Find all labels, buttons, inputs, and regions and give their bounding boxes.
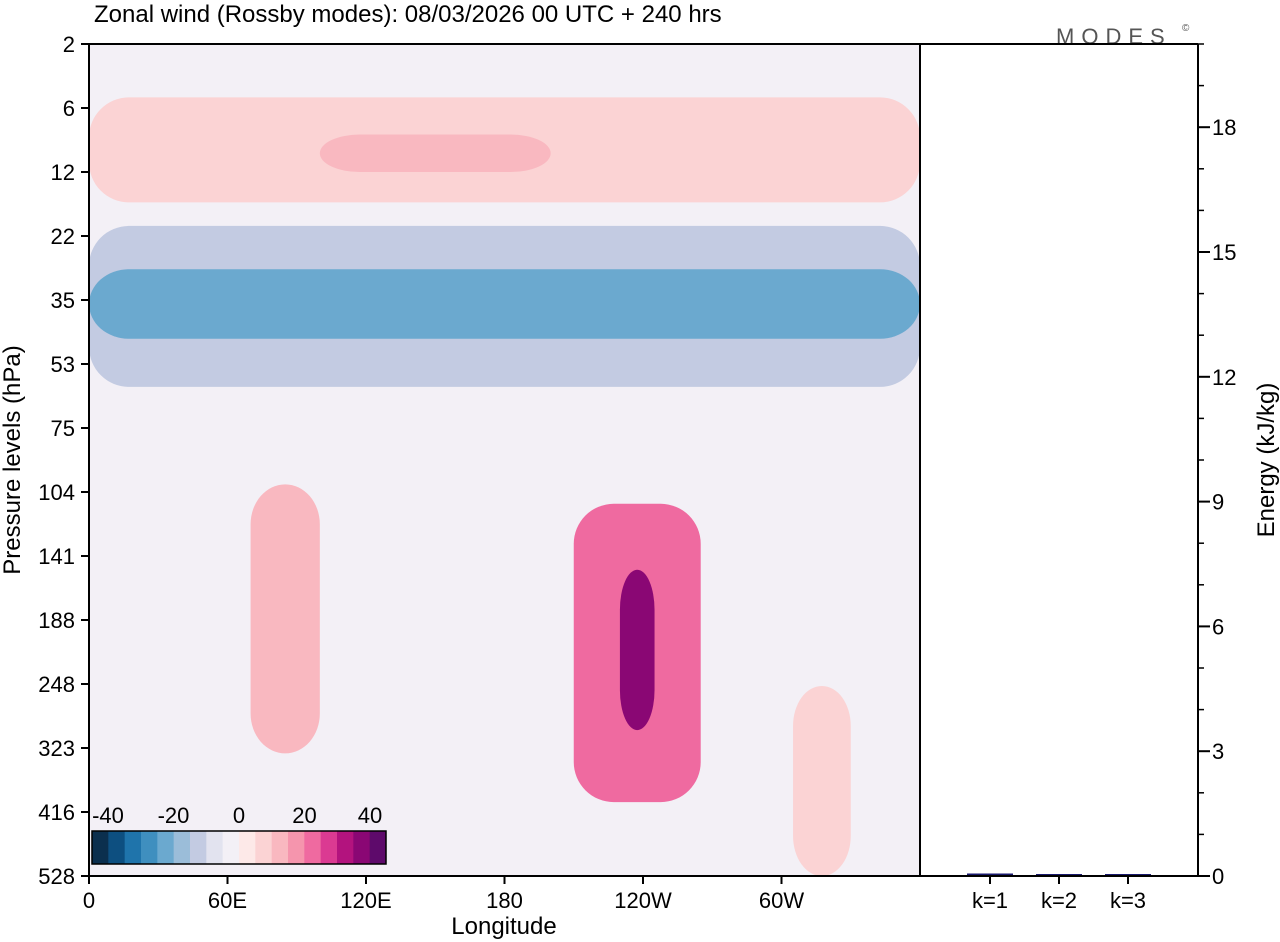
y-axis-label: Pressure levels (hPa) [0, 345, 26, 574]
energy-tick-label: 0 [1212, 864, 1224, 889]
colorbar-swatch [353, 831, 371, 864]
heatmap-cell-5 [250, 484, 320, 754]
colorbar-swatch [157, 831, 175, 864]
x-tick-label: 120E [340, 888, 391, 913]
y-tick-label: 416 [38, 800, 75, 825]
colorbar-tick-label: -20 [158, 803, 190, 828]
x-tick-label: 0 [83, 888, 95, 913]
heatmap-cell-0 [89, 44, 920, 68]
colorbar-tick-label: -40 [92, 803, 124, 828]
colorbar-swatch [108, 831, 126, 864]
heatmap-cell-4 [89, 269, 920, 339]
x-tick-label: 120W [614, 888, 672, 913]
colorbar-swatch [222, 831, 240, 864]
colorbar-swatch [206, 831, 224, 864]
energy-category-label: k=2 [1041, 888, 1077, 913]
heatmap-cell-6 [377, 484, 436, 667]
colorbar-swatch [271, 831, 289, 864]
energy-tick-label: 18 [1212, 115, 1236, 140]
colorbar-swatch [92, 831, 109, 864]
heatmap-x-ticks: 0 60E 120E 180 120W 60W [83, 876, 804, 913]
colorbar-swatch [288, 831, 305, 864]
energy-axis-label: Energy (kJ/kg) [1253, 383, 1280, 538]
heatmap-layer [89, 44, 920, 876]
heatmap-y-ticks: 2 6 12 22 35 53 75 104 141 188 248 323 416 528 [38, 32, 89, 889]
energy-tick-label: 3 [1212, 739, 1224, 764]
colorbar-swatch [190, 831, 207, 864]
energy-tick-label: 6 [1212, 614, 1224, 639]
y-tick-label: 53 [51, 352, 75, 377]
y-tick-label: 6 [63, 96, 75, 121]
x-tick-label: 60W [759, 888, 804, 913]
y-tick-label: 75 [51, 416, 75, 441]
energy-tick-label: 15 [1212, 240, 1236, 265]
y-tick-label: 248 [38, 672, 75, 697]
colorbar: -40 -20 0 20 40 [91, 803, 387, 865]
y-tick-label: 188 [38, 608, 75, 633]
heatmap-cell-8 [619, 569, 655, 731]
modes-logo: MODES © [1056, 23, 1190, 49]
x-axis-label: Longitude [451, 913, 556, 940]
modes-logo-mark: © [1182, 23, 1190, 34]
colorbar-tick-label: 20 [292, 803, 316, 828]
modes-logo-text: MODES [1056, 24, 1172, 49]
colorbar-swatch [239, 831, 256, 864]
chart-title: Zonal wind (Rossby modes): 08/03/2026 00… [94, 1, 722, 28]
x-tick-label: 180 [486, 888, 523, 913]
x-tick-label: 60E [208, 888, 247, 913]
energy-tick-label: 9 [1212, 490, 1224, 515]
colorbar-tick-label: 0 [233, 803, 245, 828]
colorbar-swatch [255, 831, 273, 864]
y-tick-label: 528 [38, 864, 75, 889]
colorbar-tick-label: 40 [358, 803, 382, 828]
colorbar-swatch [320, 831, 338, 864]
colorbar-swatch [141, 831, 158, 864]
energy-category-label: k=3 [1110, 888, 1146, 913]
energy-tick-label: 12 [1212, 365, 1236, 390]
y-tick-label: 141 [38, 544, 75, 569]
energy-panel: 0 3 6 9 12 15 18 k=1 k=2 k=3 [967, 43, 1236, 913]
heatmap-cell-2 [319, 134, 551, 172]
y-tick-label: 12 [51, 160, 75, 185]
y-tick-label: 323 [38, 736, 75, 761]
colorbar-swatch [369, 831, 387, 864]
y-tick-label: 22 [51, 224, 75, 249]
colorbar-swatch [173, 831, 191, 864]
energy-category-label: k=1 [972, 888, 1008, 913]
y-tick-label: 104 [38, 480, 75, 505]
colorbar-swatch [304, 831, 322, 864]
colorbar-swatch [124, 831, 142, 864]
energy-bar-k1 [967, 873, 1013, 876]
colorbar-frame [91, 830, 387, 865]
y-tick-label: 2 [63, 32, 75, 57]
heatmap-cell-9 [793, 685, 851, 876]
colorbar-swatch [337, 831, 354, 864]
y-tick-label: 35 [51, 288, 75, 313]
